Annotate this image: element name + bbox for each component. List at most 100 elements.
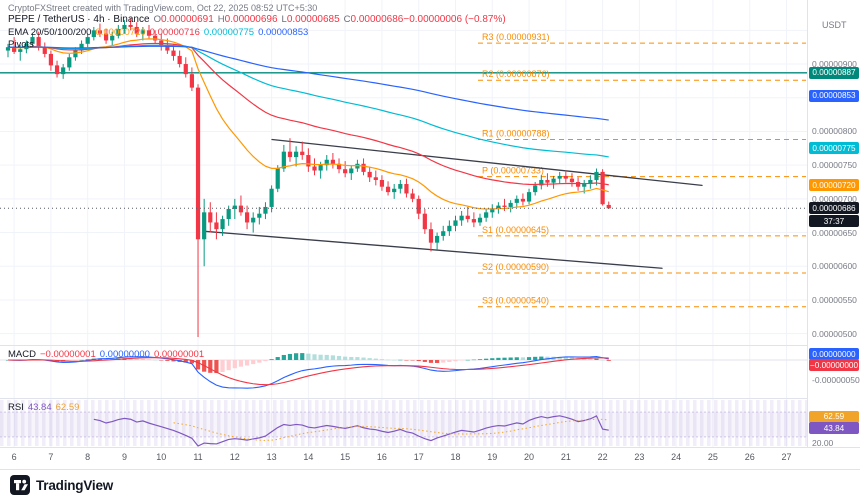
bar-countdown-badge: 37:37 xyxy=(809,215,859,228)
macd-hist-bar xyxy=(128,358,133,360)
macd-hist-bar xyxy=(398,359,403,361)
macd-hist-bar xyxy=(85,359,90,360)
macd-hist-bar xyxy=(496,357,501,360)
macd-hist-bar xyxy=(428,360,434,363)
symbol-title: PEPE / TetherUS · 4h · Binance xyxy=(8,14,150,25)
price-badge: 0.00000853 xyxy=(809,89,859,102)
ohlc-open-label: O xyxy=(153,14,161,25)
rsi-stripe-band xyxy=(0,400,807,446)
time-tick: 23 xyxy=(634,452,645,462)
macd-hist-bar xyxy=(465,359,470,361)
footer-bar: TradingView xyxy=(0,469,860,501)
candle-body xyxy=(557,175,562,179)
candle-body xyxy=(110,35,115,41)
candle-body xyxy=(294,151,299,158)
macd-hist-bar xyxy=(251,360,256,365)
time-axis[interactable]: 6 7 8 9 10 11 12 13 14 15 16 17 18 19 20 21 22 23 24 25 26 27 xyxy=(0,447,860,470)
ema50-value: 0.00000716 xyxy=(149,27,200,38)
pivot-label-S2: S2 (0.00000590) xyxy=(482,262,549,272)
last-price-badge: 0.00000686 xyxy=(809,202,859,215)
macd-hist-bar xyxy=(379,359,385,360)
pivot-label-R3: R3 (0.00000931) xyxy=(482,32,550,42)
candle-body xyxy=(251,217,256,223)
price-tick: 0.00000600 xyxy=(812,261,857,272)
tradingview-logo[interactable]: TradingView xyxy=(10,475,113,495)
macd-hist-bar xyxy=(195,360,201,370)
pivots-legend[interactable]: Pivots xyxy=(8,39,34,50)
macd-signal-value: 0.00000001 xyxy=(153,349,205,360)
time-tick: 19 xyxy=(487,452,498,462)
macd-hist-bar xyxy=(435,360,440,363)
macd-hist-bar xyxy=(134,358,139,360)
candle-body xyxy=(582,184,587,187)
macd-hist-bar xyxy=(312,354,317,360)
ohlc-open-value: 0.00000691 xyxy=(160,14,214,25)
candle-body xyxy=(5,47,11,51)
macd-hist-bar xyxy=(526,357,532,360)
macd-hist-bar xyxy=(453,360,458,362)
rsi-legend[interactable]: RSI 43.84 62.59 xyxy=(8,402,79,413)
candle-body xyxy=(373,177,378,180)
candle-body xyxy=(12,47,17,52)
candle-body xyxy=(349,168,354,174)
price-axis[interactable]: USDT 0.00000900 0.00000800 0.00000750 0.000… xyxy=(807,0,860,448)
candle-body xyxy=(67,57,72,68)
symbol-legend[interactable]: PEPE / TetherUS · 4h · Binance O0.0000069… xyxy=(8,14,506,25)
candle-body xyxy=(134,26,139,34)
candle-body xyxy=(471,219,476,223)
ema20-value: 0.00000720 xyxy=(95,27,146,38)
price-axis-currency: USDT xyxy=(822,20,847,30)
candle-body xyxy=(85,37,90,44)
pivot-label-R1: R1 (0.00000788) xyxy=(482,129,550,139)
macd-hist-bar xyxy=(514,357,519,360)
ema-legend[interactable]: EMA 20/50/100/200 0.00000720 0.00000716 0.0… xyxy=(8,27,308,38)
macd-hist-bar xyxy=(67,360,72,362)
macd-hist-bar xyxy=(287,353,293,360)
candle-body xyxy=(441,231,446,236)
candle-body xyxy=(606,204,611,209)
candle-body xyxy=(208,212,213,223)
candle-body xyxy=(238,205,244,213)
macd-hist-bar xyxy=(392,359,397,361)
pivot-label-S1: S1 (0.00000645) xyxy=(482,225,549,235)
candle-body xyxy=(422,213,427,230)
macd-hist-bar xyxy=(477,359,483,360)
candle-body xyxy=(97,30,103,34)
trendline-1 xyxy=(271,138,703,187)
candle-body xyxy=(281,151,286,169)
price-tick: 0.00000800 xyxy=(812,126,857,137)
rsi-axis-badge: 62.59 xyxy=(809,410,859,423)
macd-hist-bar xyxy=(533,356,538,360)
macd-legend[interactable]: MACD −0.00000001 0.00000000 0.00000001 xyxy=(8,349,204,360)
macd-hist-value: −0.00000001 xyxy=(39,349,96,360)
pivot-label-R2: R2 (0.00000876) xyxy=(482,69,550,79)
time-tick: 11 xyxy=(193,452,203,462)
macd-hist-bar xyxy=(336,355,342,360)
candle-body xyxy=(569,178,575,183)
attribution-text: CryptoFXStreet created with TradingView.… xyxy=(8,3,318,13)
candle-body xyxy=(398,184,403,189)
macd-hist-bar xyxy=(159,360,164,361)
time-tick: 24 xyxy=(671,452,682,462)
candle-body xyxy=(18,49,23,52)
price-tick: 0.00000750 xyxy=(812,160,857,171)
candle-body xyxy=(575,182,581,187)
candle-body xyxy=(36,37,41,48)
candle-body xyxy=(361,163,366,172)
candle-body xyxy=(484,212,489,218)
candle-body xyxy=(545,179,550,183)
macd-hist-bar xyxy=(582,358,587,360)
candle-body xyxy=(459,215,464,221)
macd-hist-bar xyxy=(361,357,366,360)
ohlc-low-label: L xyxy=(281,14,287,25)
price-tick: 0.00000550 xyxy=(812,294,857,305)
macd-hist-bar xyxy=(349,356,354,360)
macd-hist-bar xyxy=(146,359,152,360)
macd-hist-bar xyxy=(606,360,611,361)
chart-canvas[interactable]: R3 (0.00000931) R2 (0.00000876) R1 (0.0000… xyxy=(0,0,807,447)
macd-hist-bar xyxy=(355,357,360,360)
tradingview-wordmark: TradingView xyxy=(36,477,114,493)
candle-body xyxy=(232,205,237,209)
macd-hist-bar xyxy=(459,360,464,361)
